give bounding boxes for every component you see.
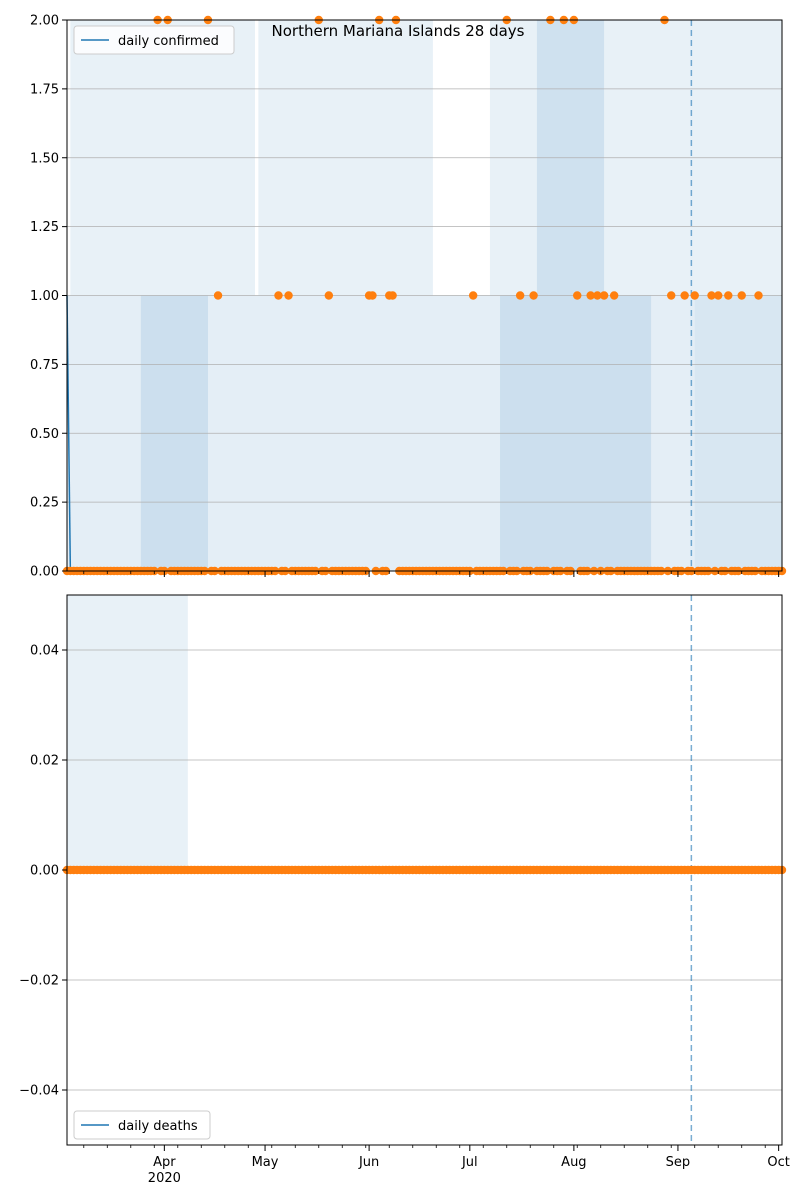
data-point bbox=[586, 291, 595, 300]
deaths-y-ticks: −0.04 −0.02 0.00 0.02 0.04 bbox=[19, 644, 67, 1099]
data-point bbox=[284, 291, 293, 300]
data-point bbox=[724, 291, 733, 300]
y-tick-label: 0.02 bbox=[30, 754, 59, 769]
y-tick-label: 0.04 bbox=[30, 644, 59, 659]
x-tick-label: Jun bbox=[358, 1155, 379, 1170]
data-point bbox=[707, 291, 716, 300]
data-point bbox=[593, 291, 602, 300]
y-tick-label: 0.25 bbox=[30, 496, 59, 511]
band-0 bbox=[67, 595, 188, 870]
y-tick-label: 1.50 bbox=[30, 151, 59, 166]
x-tick-label: Sep bbox=[666, 1155, 691, 1170]
confirmed-line bbox=[66, 295, 72, 572]
x-tick-label: Apr bbox=[153, 1155, 176, 1170]
data-point bbox=[515, 291, 525, 300]
deaths-legend-label: daily deaths bbox=[118, 1119, 198, 1134]
data-point bbox=[324, 291, 334, 300]
data-point bbox=[754, 291, 763, 300]
chart-title: Northern Mariana Islands 28 days bbox=[272, 22, 525, 40]
data-point bbox=[599, 291, 609, 300]
data-point bbox=[714, 291, 723, 300]
y-tick-label: 1.25 bbox=[30, 220, 59, 235]
x-tick-label: Aug bbox=[561, 1155, 586, 1170]
data-point bbox=[667, 291, 676, 300]
data-point bbox=[690, 291, 699, 300]
y-tick-label: 0.00 bbox=[30, 565, 59, 580]
data-point bbox=[573, 291, 582, 300]
y-tick-label: 0.00 bbox=[30, 864, 59, 879]
deaths-legend-box bbox=[73, 1110, 211, 1140]
x-tick-label: May bbox=[252, 1155, 279, 1170]
data-point bbox=[368, 291, 377, 300]
data-point bbox=[737, 291, 746, 300]
deaths-points bbox=[62, 865, 787, 875]
data-point bbox=[213, 291, 223, 300]
y-tick-label: 0.50 bbox=[30, 427, 59, 442]
confirmed-legend-label: daily confirmed bbox=[118, 34, 219, 49]
y-tick-label: 1.75 bbox=[30, 82, 59, 97]
daily-confirmed-line bbox=[66, 295, 72, 572]
y-tick-label: 2.00 bbox=[30, 14, 59, 29]
data-point bbox=[388, 291, 397, 300]
y-tick-label: −0.04 bbox=[19, 1084, 59, 1099]
x-year-label: 2020 bbox=[148, 1171, 181, 1186]
y-tick-label: 0.75 bbox=[30, 358, 59, 373]
confirmed-x-ticks bbox=[83, 571, 780, 577]
confirmed-y-ticks: 0.00 0.25 0.50 0.75 1.00 1.25 1.50 1.75 2.00 bbox=[30, 14, 67, 580]
y-tick-label: 1.00 bbox=[30, 289, 59, 304]
x-tick-label: Oct bbox=[767, 1155, 789, 1170]
confirmed-legend: daily confirmed bbox=[73, 25, 235, 55]
confirmed-legend-box bbox=[73, 25, 235, 55]
deaths-uncertainty-bands bbox=[67, 595, 188, 870]
data-point bbox=[680, 291, 689, 300]
x-tick-label: Jul bbox=[461, 1155, 478, 1170]
data-point bbox=[468, 291, 478, 300]
y-tick-label: −0.02 bbox=[19, 974, 59, 989]
data-point bbox=[609, 291, 619, 300]
data-point bbox=[529, 291, 538, 300]
confirmed-panel: 0.00 0.25 0.50 0.75 1.00 1.25 1.50 1.75 2.00 Nor… bbox=[30, 14, 787, 580]
data-point bbox=[274, 291, 283, 300]
deaths-legend: daily deaths bbox=[73, 1110, 211, 1140]
